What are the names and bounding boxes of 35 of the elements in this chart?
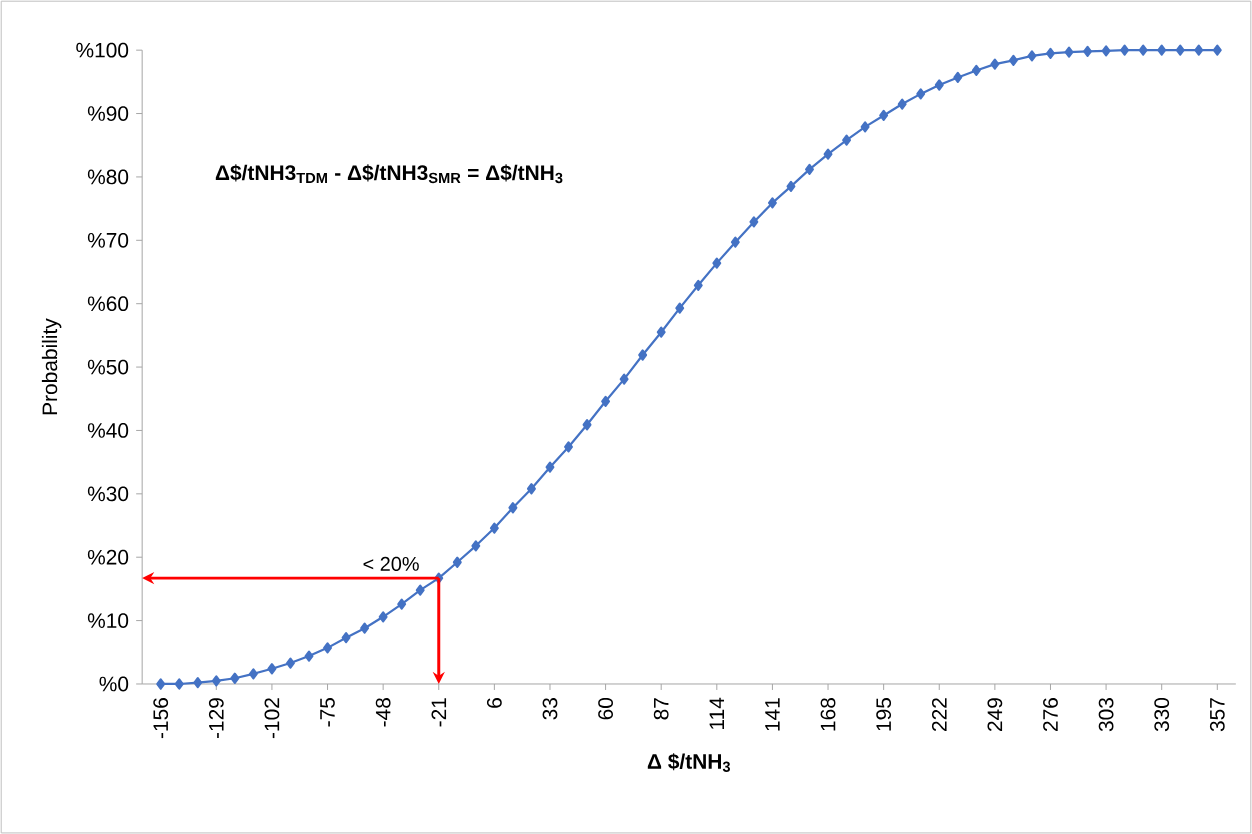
y-tick-label: %60 (87, 296, 129, 312)
y-tick-label: %80 (87, 169, 129, 185)
x-tick-label: 6 (486, 697, 502, 708)
x-tick-label: 276 (1043, 698, 1058, 731)
x-tick-label: 357 (1209, 698, 1225, 732)
x-axis-title: Δ $/tNH$_{3}$ (647, 753, 731, 772)
y-tick-label: %0 (99, 676, 129, 692)
y-tick-label: %10 (87, 613, 129, 628)
x-tick-label: 33 (542, 698, 558, 720)
y-tick-label: %30 (87, 486, 129, 502)
x-tick-label: -102 (264, 698, 280, 739)
annotation: < 20% (363, 556, 419, 571)
y-tick-label: %70 (87, 232, 129, 248)
x-tick-label: -75 (320, 697, 335, 727)
x-tick-label: -48 (375, 698, 391, 727)
y-tick-label: %20 (87, 549, 129, 565)
y-tick-label: %50 (87, 359, 129, 375)
y-tick-label: %100 (76, 42, 129, 58)
x-tick-label: 87 (653, 698, 669, 720)
x-tick-label: 60 (598, 697, 613, 720)
x-tick-label: 195 (876, 697, 892, 731)
x-tick-label: -156 (153, 698, 169, 739)
x-tick-label: -129 (208, 698, 224, 739)
x-tick-label: 114 (709, 697, 725, 729)
x-tick-label: 249 (987, 698, 1003, 731)
x-tick-label: 303 (1098, 698, 1114, 732)
x-tick-label: 141 (765, 698, 780, 731)
x-tick-label: -21 (431, 698, 447, 727)
annotation: Δ$/tNH3$_{TDM}$ - Δ$/tNH3$_{SMR}$ = Δ$/tNH$_{3}$ (215, 164, 563, 184)
x-tick-label: 168 (820, 698, 836, 731)
y-axis-title: Probability (41, 318, 62, 415)
x-tick-label: 330 (1154, 697, 1170, 732)
y-tick-label: %40 (87, 422, 129, 438)
y-tick-label: %90 (87, 106, 129, 121)
x-tick-label: 222 (931, 698, 947, 731)
